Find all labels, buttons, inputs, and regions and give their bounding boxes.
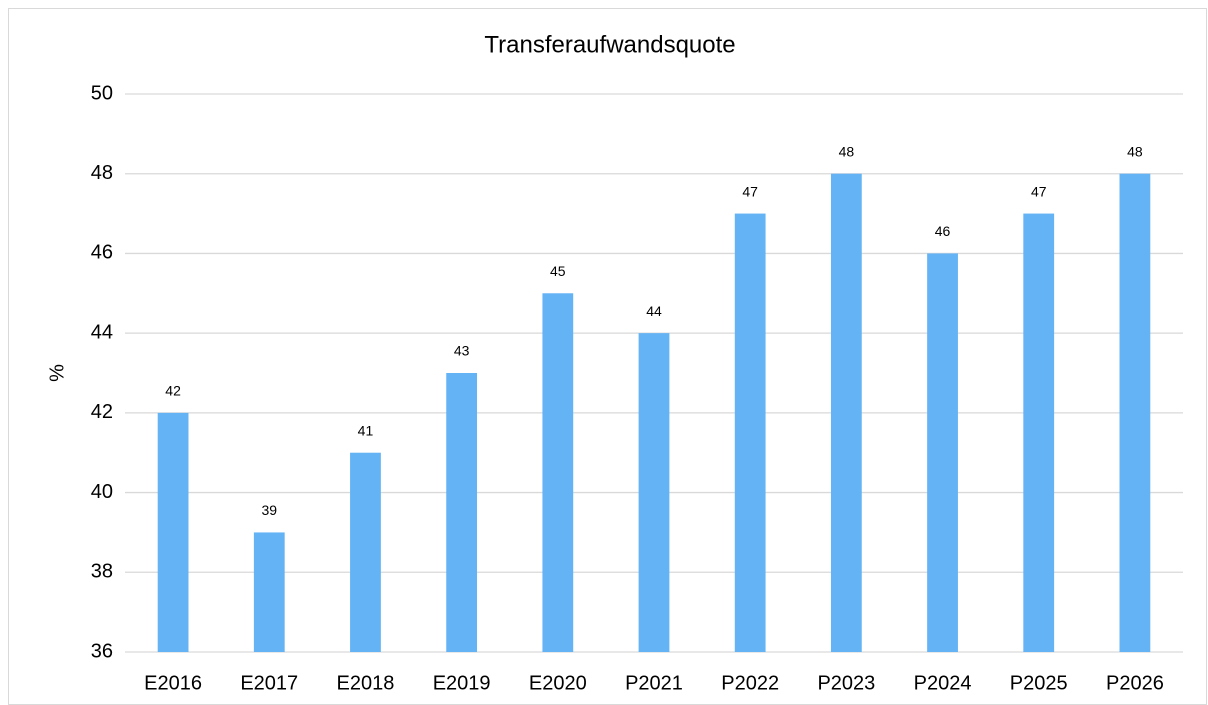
data-label: 48 — [1127, 143, 1143, 159]
x-tick-label: P2025 — [1010, 672, 1068, 694]
x-tick-label: P2024 — [914, 672, 972, 694]
x-tick-label: E2016 — [144, 672, 202, 694]
chart-title: Transferaufwandsquote — [484, 31, 735, 58]
y-tick-label: 44 — [91, 321, 113, 343]
y-tick-label: 40 — [91, 481, 113, 503]
data-label: 42 — [165, 383, 181, 399]
data-label: 39 — [261, 502, 277, 518]
y-axis-label: % — [46, 364, 68, 382]
y-tick-label: 38 — [91, 561, 113, 583]
x-tick-label: E2019 — [433, 672, 491, 694]
data-label: 48 — [839, 143, 855, 159]
x-tick-label: E2020 — [529, 672, 587, 694]
bar — [350, 452, 381, 652]
bar — [542, 293, 574, 652]
y-tick-label: 48 — [91, 162, 113, 184]
bar — [253, 532, 285, 652]
y-tick-label: 46 — [91, 242, 113, 264]
y-tick-label: 50 — [91, 82, 113, 104]
data-label: 43 — [454, 343, 470, 359]
bar — [734, 213, 766, 653]
x-tick-label: P2022 — [721, 672, 779, 694]
bar — [446, 373, 478, 652]
y-tick-label: 42 — [91, 401, 113, 423]
x-tick-label: E2017 — [240, 672, 298, 694]
bar — [830, 173, 862, 652]
bar — [1023, 213, 1055, 653]
bar — [638, 333, 670, 652]
x-tick-label: P2023 — [817, 672, 875, 694]
data-label: 45 — [550, 263, 566, 279]
data-label: 47 — [1031, 183, 1047, 199]
bar — [927, 253, 958, 652]
x-tick-label: E2018 — [337, 672, 395, 694]
data-label: 41 — [358, 422, 374, 438]
data-label: 47 — [742, 183, 758, 199]
data-label: 44 — [646, 303, 662, 319]
bar — [1119, 173, 1151, 652]
x-tick-label: P2021 — [625, 672, 683, 694]
bar — [157, 412, 189, 652]
data-label: 46 — [935, 223, 951, 239]
x-tick-label: P2026 — [1106, 672, 1164, 694]
y-tick-label: 36 — [91, 640, 113, 662]
